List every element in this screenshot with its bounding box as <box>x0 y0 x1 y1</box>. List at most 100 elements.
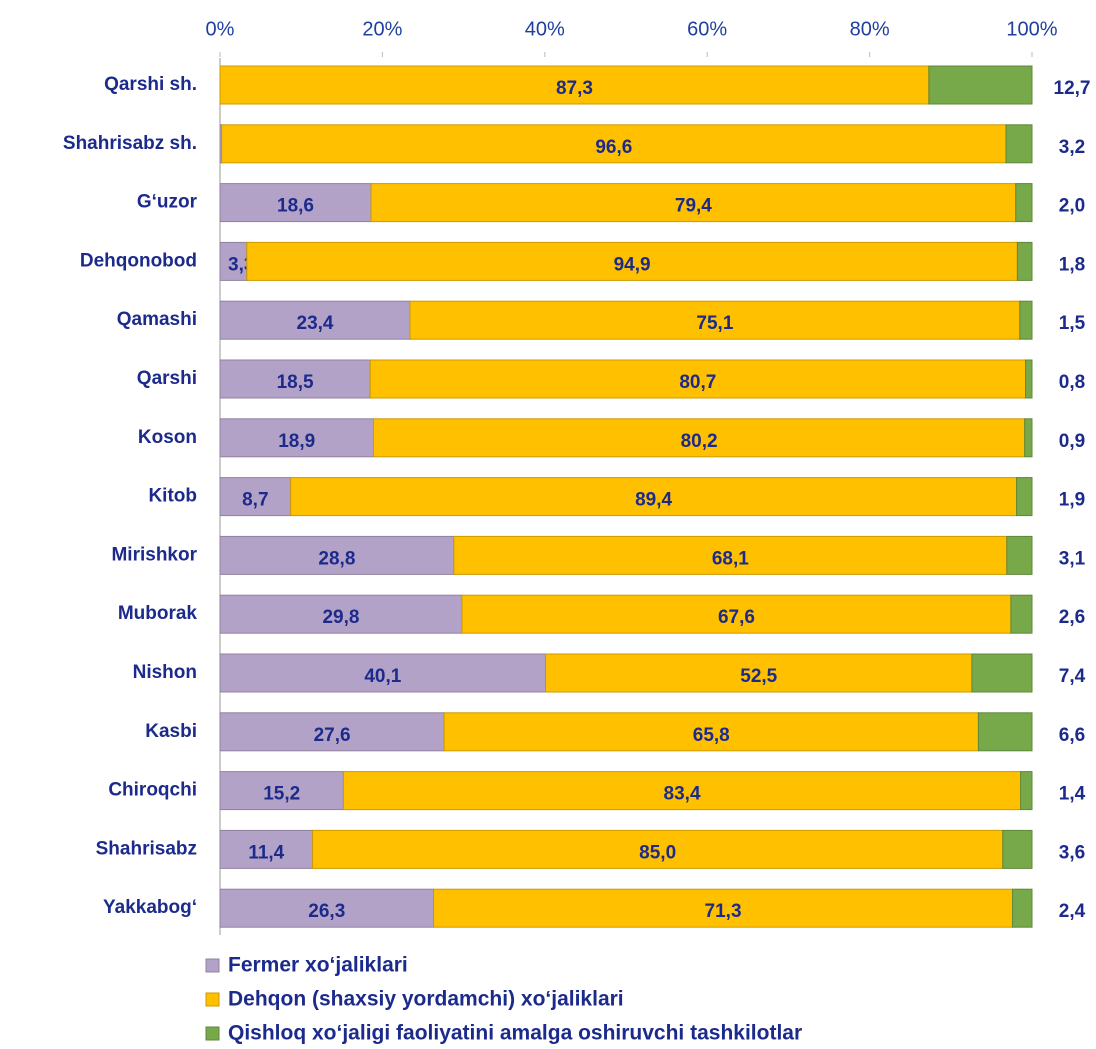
data-label: 1,8 <box>1059 254 1085 275</box>
bar-segment <box>1025 359 1033 399</box>
data-label: 65,8 <box>693 725 730 746</box>
data-label: 2,6 <box>1059 607 1085 628</box>
bar-segment <box>1019 300 1033 340</box>
data-label: 0,8 <box>1059 372 1085 393</box>
bar-segment <box>219 477 292 517</box>
data-label: 79,4 <box>675 196 712 217</box>
bar-segment <box>219 300 411 340</box>
data-label: 40,1 <box>364 666 401 687</box>
data-label: 68,1 <box>712 548 749 569</box>
bar-segment <box>219 535 455 575</box>
bar-segment <box>453 535 1008 575</box>
bar-segment <box>342 771 1022 811</box>
bar-segment <box>219 418 374 458</box>
category-label: Qarshi sh. <box>104 74 197 95</box>
x-tick-label: 60% <box>687 18 727 40</box>
data-label: 2,4 <box>1059 901 1086 922</box>
bar-segment <box>219 241 248 281</box>
data-label: 6,6 <box>1059 725 1085 746</box>
category-label: Nishon <box>133 662 197 683</box>
bar-segment <box>219 888 435 928</box>
data-label: 80,2 <box>681 431 718 452</box>
data-label: 80,7 <box>679 372 716 393</box>
data-label: 26,3 <box>308 901 345 922</box>
category-label: Chiroqchi <box>108 780 197 801</box>
bar-segment <box>219 359 371 399</box>
data-label: 11,4 <box>248 842 284 863</box>
data-label: 1,9 <box>1059 490 1085 511</box>
x-tick-label: 80% <box>850 18 890 40</box>
data-label: 75,1 <box>696 313 733 334</box>
data-label: 18,5 <box>277 372 314 393</box>
data-label: 89,4 <box>635 490 672 511</box>
category-label: Kitob <box>148 486 197 507</box>
category-label: Dehqonobod <box>80 250 197 271</box>
x-tick-label: 20% <box>362 18 402 40</box>
category-label: Shahrisabz <box>96 838 197 859</box>
data-label: 18,6 <box>277 196 314 217</box>
bar-segment <box>219 183 372 223</box>
legend-label: Qishloq xo‘jaligi faoliyatini amalga osh… <box>228 1022 802 1045</box>
bar-segment <box>219 594 463 634</box>
category-label: Shahrisabz sh. <box>63 133 197 154</box>
bar-segment <box>219 712 445 752</box>
legend-label: Dehqon (shaxsiy yordamchi) xo‘jaliklari <box>228 988 624 1011</box>
legend-swatch <box>205 1026 220 1041</box>
category-label: Qamashi <box>117 309 197 330</box>
bar-segment <box>1016 477 1033 517</box>
data-label: 28,8 <box>318 548 355 569</box>
category-label: Kasbi <box>145 721 197 742</box>
bar-segment <box>221 124 1007 164</box>
data-label: 52,5 <box>740 666 777 687</box>
legend-label: Fermer xo‘jaliklari <box>228 954 408 977</box>
x-tick-label: 40% <box>525 18 565 40</box>
bar-segment <box>928 65 1033 105</box>
x-tick-label: 0% <box>206 18 235 40</box>
bar-segment <box>290 477 1018 517</box>
bar-segment <box>461 594 1012 634</box>
bar-segment <box>1002 829 1033 869</box>
data-label: 71,3 <box>705 901 742 922</box>
data-label: 27,6 <box>314 725 351 746</box>
category-label: Muborak <box>118 603 198 624</box>
data-label: 8,7 <box>242 490 268 511</box>
bar-segment <box>1024 418 1033 458</box>
data-label: 18,9 <box>278 431 315 452</box>
data-label: 67,6 <box>718 607 755 628</box>
data-label: 83,4 <box>664 784 701 805</box>
bar-segment <box>443 712 979 752</box>
data-label: 23,4 <box>297 313 334 334</box>
data-label: 0,9 <box>1059 431 1085 452</box>
bar-segment <box>219 65 930 105</box>
category-label: Yakkabog‘ <box>103 897 197 918</box>
data-label: 12,7 <box>1054 78 1091 99</box>
bar-segment <box>1020 771 1033 811</box>
bar-segment <box>370 183 1017 223</box>
bar-segment <box>971 653 1033 693</box>
bar-segment <box>219 771 344 811</box>
bar-segment <box>545 653 973 693</box>
data-label: 3,6 <box>1059 842 1085 863</box>
category-label: Koson <box>138 427 197 448</box>
bar-segment <box>1010 594 1033 634</box>
category-label: Mirishkor <box>111 544 197 565</box>
data-label: 2,0 <box>1059 196 1085 217</box>
data-label: 3,1 <box>1059 548 1086 569</box>
bar-segment <box>219 829 314 869</box>
legend-swatch <box>205 958 220 973</box>
legend-swatch <box>205 992 220 1007</box>
category-label: Qarshi <box>137 368 197 389</box>
bar-segment <box>1012 888 1033 928</box>
data-label: 87,3 <box>556 78 593 99</box>
bar-segment <box>1005 124 1033 164</box>
bar-segment <box>1016 241 1033 281</box>
data-label: 29,8 <box>322 607 359 628</box>
x-tick-label: 100% <box>1006 18 1057 40</box>
category-label: G‘uzor <box>137 192 198 213</box>
data-label: 1,5 <box>1059 313 1086 334</box>
bar-segment <box>1015 183 1033 223</box>
bar-segment <box>1006 535 1033 575</box>
data-label: 7,4 <box>1059 666 1086 687</box>
bar-segment <box>433 888 1014 928</box>
